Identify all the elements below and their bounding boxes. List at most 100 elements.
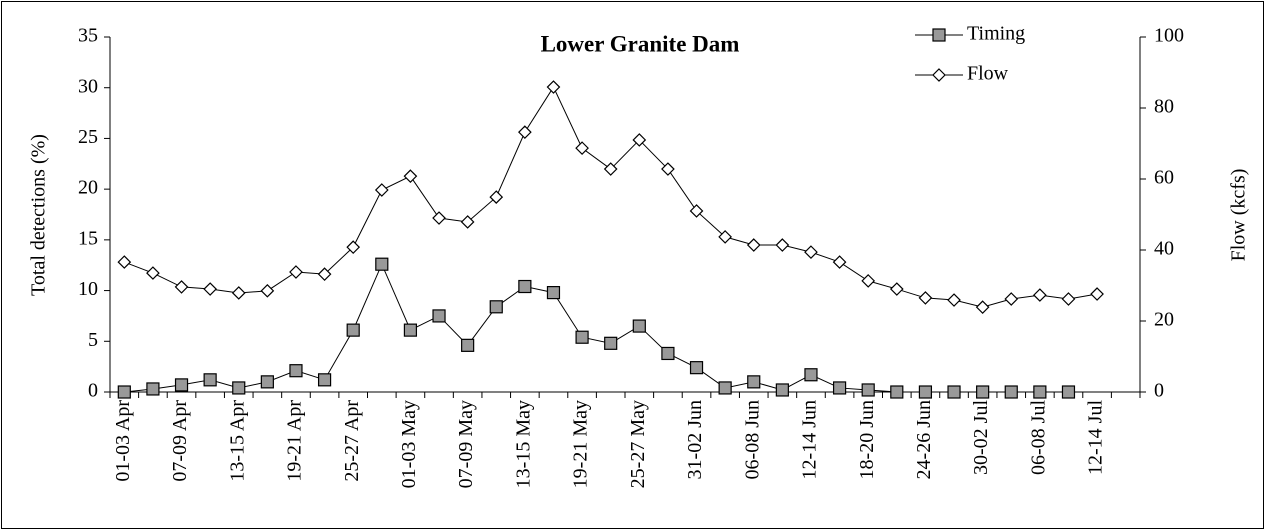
data-point — [689, 361, 704, 375]
x-tick-label: 01-03 Apr — [112, 400, 134, 482]
data-point — [947, 385, 961, 399]
data-point — [775, 383, 789, 397]
x-tick-label: 07-09 Apr — [169, 400, 191, 482]
data-point — [661, 346, 675, 361]
data-point — [346, 323, 360, 337]
x-tick-label: 18-20 Jun — [856, 400, 878, 479]
data-point — [432, 211, 446, 225]
data-point — [1090, 287, 1104, 301]
data-point — [1033, 385, 1047, 399]
data-point — [432, 309, 446, 323]
x-tick-label: 07-09 May — [455, 400, 477, 488]
data-point — [375, 257, 389, 271]
y-tick-label: 15 — [78, 227, 98, 249]
data-point — [861, 383, 875, 397]
y-tick-label: 30 — [78, 75, 98, 97]
data-point — [861, 274, 876, 288]
data-point — [689, 204, 704, 218]
y-tick-label: 35 — [78, 25, 98, 47]
data-point — [146, 266, 160, 280]
legend-label: Flow — [967, 63, 1009, 85]
data-point — [947, 293, 961, 307]
series-line — [124, 262, 1069, 393]
data-point — [1004, 292, 1019, 306]
chart-title: Lower Granite Dam — [541, 31, 740, 56]
data-point — [832, 381, 847, 395]
y2-tick-label: 100 — [1154, 25, 1184, 47]
y2-tick-label: 20 — [1154, 309, 1174, 331]
data-point — [718, 230, 732, 244]
legend-marker — [932, 68, 946, 82]
x-tick-label: 06-08 Jun — [741, 400, 763, 479]
data-point — [546, 80, 561, 94]
x-tick-label: 06-08 Jul — [1027, 400, 1049, 475]
data-point — [747, 375, 761, 389]
data-point — [203, 373, 217, 387]
data-point — [1061, 385, 1076, 399]
data-point — [546, 286, 561, 300]
data-point — [203, 282, 217, 296]
data-point — [174, 280, 189, 294]
data-point — [174, 378, 189, 392]
y2-tick-label: 0 — [1154, 380, 1164, 402]
data-point — [460, 215, 475, 229]
y-tick-label: 20 — [78, 177, 98, 199]
data-point — [489, 300, 503, 314]
data-point — [661, 162, 675, 176]
data-point — [604, 336, 618, 350]
data-point — [746, 238, 761, 252]
x-tick-label: 31-02 Jun — [684, 400, 706, 479]
data-point — [289, 364, 303, 378]
y-axis-title: Total detections (%) — [28, 134, 50, 296]
data-point — [1004, 385, 1018, 399]
data-point — [718, 381, 732, 395]
data-point — [461, 338, 475, 352]
x-tick-label: 01-03 May — [398, 400, 420, 488]
y2-tick-label: 80 — [1154, 96, 1174, 118]
x-tick-label: 19-21 Apr — [284, 400, 306, 482]
data-point — [518, 125, 532, 139]
legend-label: Timing — [967, 23, 1025, 45]
data-point — [832, 255, 847, 269]
y2-tick-label: 60 — [1154, 167, 1174, 189]
x-tick-label: 13-15 May — [512, 400, 534, 488]
data-point — [289, 265, 303, 279]
data-point — [403, 323, 418, 337]
data-point — [890, 385, 904, 399]
x-tick-label: 13-15 Apr — [226, 400, 248, 482]
data-point — [231, 286, 246, 300]
x-tick-label: 25-27 Apr — [341, 400, 363, 482]
data-point — [575, 141, 589, 155]
y-tick-label: 0 — [88, 380, 98, 402]
y-tick-label: 5 — [88, 329, 98, 351]
y2-tick-label: 40 — [1154, 238, 1174, 260]
data-point — [1061, 292, 1076, 306]
x-tick-label: 12-14 Jun — [799, 400, 821, 479]
x-tick-label: 25-27 May — [627, 400, 649, 488]
y-tick-label: 10 — [78, 278, 98, 300]
data-point — [575, 330, 589, 344]
data-point — [117, 255, 132, 269]
data-point — [518, 279, 532, 294]
data-point — [975, 300, 990, 315]
x-tick-label: 12-14 Jul — [1085, 400, 1107, 475]
data-point — [489, 190, 504, 204]
data-point — [775, 238, 790, 252]
y-tick-label: 25 — [78, 126, 98, 148]
data-point — [403, 169, 418, 184]
data-point — [346, 240, 361, 255]
data-point — [317, 373, 332, 387]
legend-marker — [932, 28, 946, 42]
data-point — [146, 382, 160, 396]
data-point — [317, 267, 332, 281]
data-point — [632, 133, 647, 147]
data-point — [976, 385, 990, 399]
x-tick-label: 30-02 Jul — [970, 400, 992, 475]
x-tick-label: 24-26 Jun — [913, 400, 935, 479]
y2-axis-title: Flow (kcfs) — [1228, 169, 1250, 262]
data-point — [232, 381, 246, 395]
data-point — [918, 291, 933, 305]
